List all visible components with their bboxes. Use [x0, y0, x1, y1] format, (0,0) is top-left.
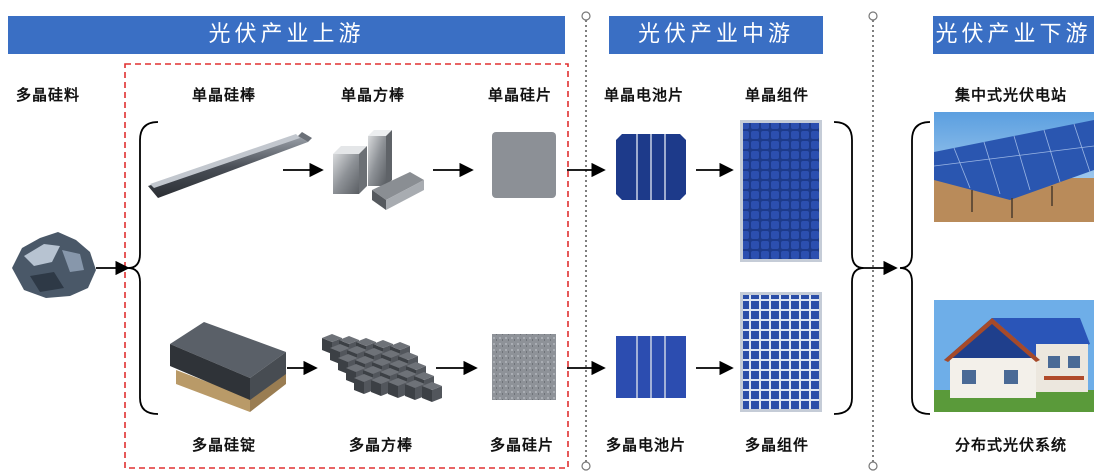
- label-poly-module: 多晶组件: [745, 436, 810, 454]
- label-mono-square: 单晶方棒: [341, 86, 406, 104]
- label-poly-square: 多晶方棒: [349, 436, 414, 454]
- poly-cell-image: [616, 336, 686, 398]
- label-mono-rod: 单晶硅棒: [192, 86, 257, 104]
- label-mono-cell: 单晶电池片: [604, 86, 685, 104]
- separator-midstream-downstream: [868, 11, 878, 471]
- poly-ingot-image: [170, 322, 286, 412]
- downstream-banner: 光伏产业下游: [933, 16, 1094, 54]
- label-polysilicon: 多晶硅料: [16, 86, 81, 104]
- label-poly-ingot: 多晶硅锭: [192, 436, 257, 454]
- label-mono-module: 单晶组件: [745, 86, 810, 104]
- separator-upstream-midstream: [581, 11, 591, 471]
- mono-module-image: [740, 120, 822, 262]
- poly-module-image: [740, 292, 822, 412]
- polysilicon-image: [12, 232, 96, 298]
- label-mono-wafer: 单晶硅片: [488, 86, 553, 104]
- midstream-merge-brace: [833, 121, 865, 415]
- label-poly-cell: 多晶电池片: [606, 436, 687, 454]
- central-plant-image: [933, 112, 1094, 222]
- distributed-house-image: [934, 300, 1094, 412]
- mono-cell-image: [616, 134, 686, 200]
- mono-wafer-image: [492, 132, 556, 198]
- mono-square-image: [333, 130, 424, 210]
- poly-square-image: [322, 334, 442, 402]
- label-distributed: 分布式光伏系统: [955, 436, 1068, 454]
- silicon-processing-box: [124, 63, 569, 469]
- midstream-banner: 光伏产业中游: [609, 16, 823, 54]
- upstream-banner: 光伏产业上游: [8, 16, 565, 54]
- mono-rod-image: [148, 132, 312, 198]
- downstream-split-brace: [899, 121, 931, 415]
- upstream-branch-brace: [127, 121, 159, 415]
- poly-wafer-image: [492, 334, 556, 400]
- label-central-plant: 集中式光伏电站: [955, 86, 1068, 104]
- label-poly-wafer: 多晶硅片: [490, 436, 555, 454]
